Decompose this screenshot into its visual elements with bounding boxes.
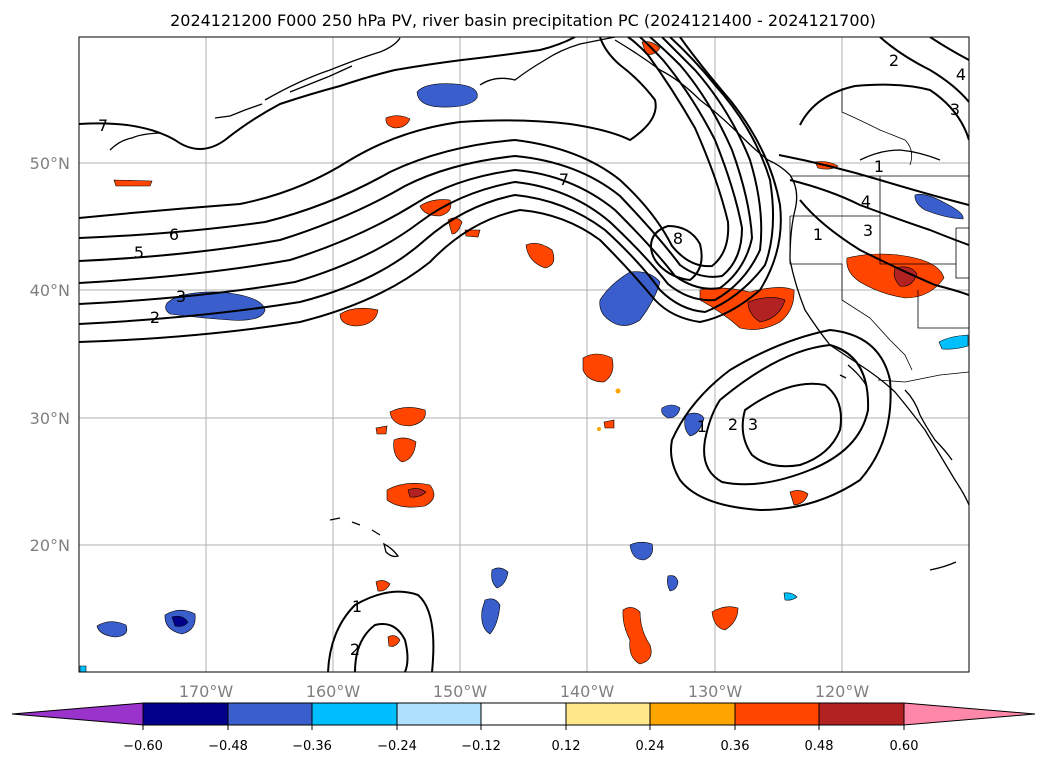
lon-tick: 160°W <box>306 682 361 701</box>
colorbar-tick: −0.48 <box>208 739 248 754</box>
colorbar-bin <box>649 702 736 726</box>
lat-tick: 50°N <box>30 154 70 173</box>
colorbar-tick: −0.12 <box>461 739 501 754</box>
colorbar-tick: 0.36 <box>721 739 750 754</box>
map-frame <box>78 36 970 673</box>
lon-tick: 120°W <box>815 682 870 701</box>
gridlines <box>79 37 969 672</box>
contour-label: 7 <box>98 116 108 135</box>
lon-tick: 130°W <box>688 682 743 701</box>
colorbar-tick: 0.12 <box>552 739 581 754</box>
longitude-tick-labels: 170°W 160°W 150°W 140°W 130°W 120°W <box>179 682 870 701</box>
contour-label: 1 <box>352 597 362 616</box>
contour-label: 2 <box>150 308 160 327</box>
contour-label: 2 <box>350 640 360 659</box>
colorbar <box>11 702 1036 726</box>
colorbar-bin <box>142 702 229 726</box>
colorbar-over-triangle <box>903 702 1036 726</box>
lon-tick: 140°W <box>560 682 615 701</box>
contour-label: 2 <box>728 415 738 434</box>
colorbar-tick: 0.60 <box>890 739 919 754</box>
contour-label: 3 <box>748 415 758 434</box>
map-panel: 7 6 5 3 2 7 8 2 4 3 1 4 3 1 1 2 3 1 2 <box>78 36 970 673</box>
colorbar-bin <box>734 702 820 726</box>
latitude-tick-labels: 50°N 40°N 30°N 20°N <box>30 154 70 555</box>
lon-tick: 170°W <box>179 682 234 701</box>
contour-label: 3 <box>863 221 873 240</box>
colorbar-bin <box>818 702 905 726</box>
colorbar-bin <box>480 702 567 726</box>
lat-tick: 20°N <box>30 536 70 555</box>
colorbar-ticks <box>142 725 905 730</box>
colorbar-tick-labels: −0.60 −0.48 −0.36 −0.24 −0.12 0.12 0.24 … <box>123 739 918 754</box>
contour-label: 4 <box>861 192 871 211</box>
colorbar-tick: 0.48 <box>805 739 834 754</box>
lat-tick: 30°N <box>30 409 70 428</box>
lat-tick: 40°N <box>30 281 70 300</box>
contour-label: 4 <box>956 65 966 84</box>
lon-tick: 150°W <box>433 682 488 701</box>
colorbar-bin <box>565 702 651 726</box>
contour-label: 3 <box>950 100 960 119</box>
colorbar-tick: −0.36 <box>292 739 332 754</box>
contour-label: 5 <box>134 243 144 262</box>
contour-label: 1 <box>697 417 707 436</box>
precip-pc-fill <box>79 41 969 672</box>
map-title: 2024121200 F000 250 hPa PV, river basin … <box>170 11 876 30</box>
contour-label: 7 <box>559 170 569 189</box>
pv-contour-labels: 7 6 5 3 2 7 8 2 4 3 1 4 3 1 1 2 3 1 2 <box>98 51 966 659</box>
contour-label: 3 <box>176 287 186 306</box>
colorbar-tick: 0.24 <box>636 739 665 754</box>
map-background <box>79 37 969 672</box>
pv-contours <box>79 37 969 672</box>
contour-label: 2 <box>889 51 899 70</box>
colorbar-tick: −0.60 <box>123 739 163 754</box>
contour-label: 8 <box>673 229 683 248</box>
contour-label: 6 <box>169 225 179 244</box>
colorbar-bin <box>311 702 398 726</box>
political-borders <box>789 88 969 383</box>
colorbar-tick: −0.24 <box>377 739 417 754</box>
contour-label: 1 <box>874 157 884 176</box>
contour-label: 1 <box>813 225 823 244</box>
colorbar-bin <box>396 702 482 726</box>
colorbar-under-triangle <box>11 702 144 726</box>
colorbar-bin <box>227 702 313 726</box>
